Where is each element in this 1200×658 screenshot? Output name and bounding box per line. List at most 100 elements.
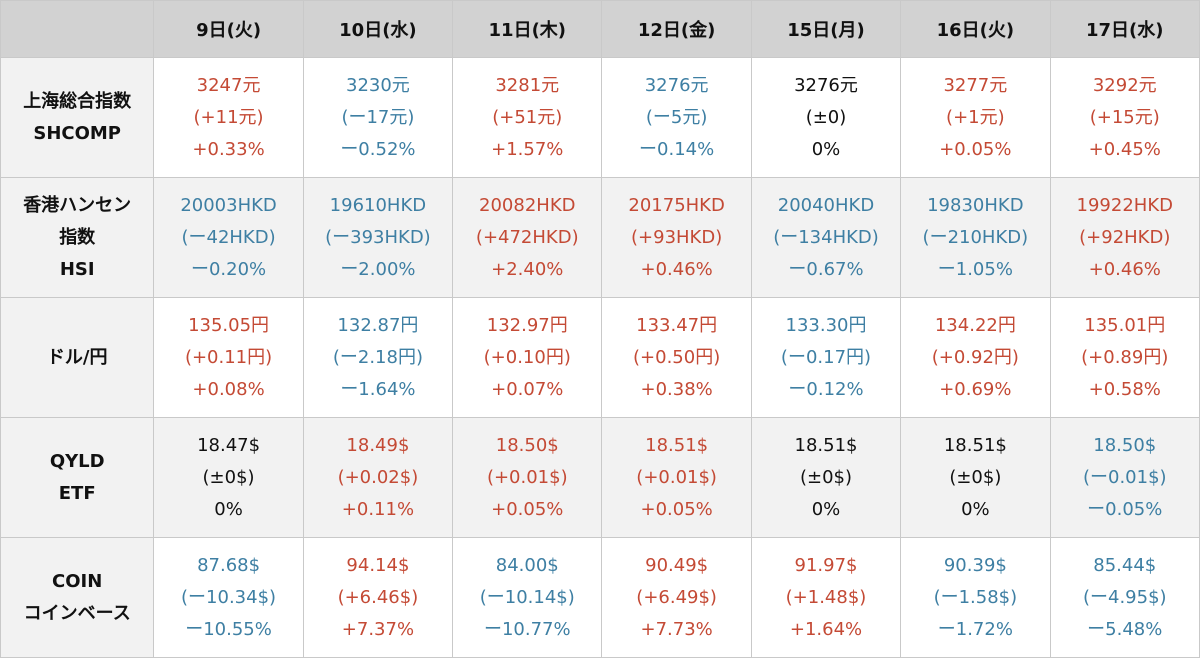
change-value: (+51元) (492, 106, 563, 128)
change-value: (ー0.01$) (1082, 466, 1167, 488)
price-value: 20040HKD (777, 194, 875, 216)
change-value: (ー210HKD) (922, 226, 1029, 248)
price-value: 3247元 (196, 74, 261, 96)
change-value: (ー4.95$) (1082, 586, 1167, 608)
value-cell: 18.51$ (±0$) 0% (900, 417, 1051, 538)
value-cell: 18.50$ (+0.01$) +0.05% (452, 417, 603, 538)
row-label: 香港ハンセン 指数 HSI (0, 177, 155, 298)
price-value: 94.14$ (346, 554, 410, 576)
change-value: (+15元) (1089, 106, 1160, 128)
row-label: ドル/円 (0, 297, 155, 418)
row-label-line: ETF (58, 482, 96, 504)
price-value: 3292元 (1092, 74, 1157, 96)
value-cell: 90.39$ (ー1.58$) ー1.72% (900, 537, 1051, 658)
percent-value: +0.45% (1088, 138, 1161, 160)
price-value: 19922HKD (1076, 194, 1173, 216)
percent-value: ー1.72% (937, 618, 1013, 640)
percent-value: ー1.05% (937, 258, 1013, 280)
day-header: 16日(火) (900, 0, 1051, 58)
price-value: 133.30円 (785, 314, 867, 336)
value-cell: 18.51$ (+0.01$) +0.05% (601, 417, 752, 538)
value-cell: 134.22円 (+0.92円) +0.69% (900, 297, 1051, 418)
value-cell: 3277元 (+1元) +0.05% (900, 57, 1051, 178)
value-cell: 90.49$ (+6.49$) +7.73% (601, 537, 752, 658)
percent-value: +0.05% (640, 498, 713, 520)
value-cell: 133.30円 (ー0.17円) ー0.12% (750, 297, 902, 418)
value-cell: 91.97$ (+1.48$) +1.64% (750, 537, 902, 658)
change-value: (+0.11円) (184, 346, 273, 368)
change-value: (ー134HKD) (773, 226, 879, 248)
value-cell: 18.49$ (+0.02$) +0.11% (302, 417, 454, 538)
percent-value: +7.73% (640, 618, 713, 640)
percent-value: 0% (811, 498, 841, 520)
value-cell: 94.14$ (+6.46$) +7.37% (302, 537, 454, 658)
price-value: 135.01円 (1084, 314, 1166, 336)
change-value: (+11元) (193, 106, 264, 128)
change-value: (ー5元) (645, 106, 708, 128)
percent-value: ー0.52% (340, 138, 416, 160)
row-label: 上海総合指数 SHCOMP (0, 57, 155, 178)
value-cell: 20003HKD (ー42HKD) ー0.20% (153, 177, 304, 298)
change-value: (±0$) (202, 466, 255, 488)
change-value: (ー42HKD) (181, 226, 276, 248)
change-value: (ー0.17円) (780, 346, 872, 368)
day-header: 9日(火) (153, 0, 304, 58)
price-value: 20003HKD (180, 194, 277, 216)
change-value: (ー10.14$) (479, 586, 575, 608)
value-cell: 133.47円 (+0.50円) +0.38% (601, 297, 752, 418)
table-row: QYLD ETF 18.47$ (±0$) 0% 18.49$ (+0.02$) +0.11%… (0, 417, 1200, 538)
price-value: 134.22円 (934, 314, 1016, 336)
value-cell: 3292元 (+15元) +0.45% (1049, 57, 1200, 178)
percent-value: +7.37% (341, 618, 415, 640)
percent-value: ー10.77% (483, 618, 571, 640)
price-value: 3276元 (644, 74, 709, 96)
price-value: 87.68$ (197, 554, 261, 576)
percent-value: ー1.64% (340, 378, 416, 400)
price-value: 19610HKD (329, 194, 427, 216)
corner-cell (0, 0, 155, 58)
percent-value: +0.05% (491, 498, 564, 520)
price-value: 20175HKD (628, 194, 725, 216)
price-value: 3277元 (943, 74, 1008, 96)
percent-value: +1.57% (491, 138, 564, 160)
value-cell: 84.00$ (ー10.14$) ー10.77% (452, 537, 603, 658)
row-label: COIN コインベース (0, 537, 155, 658)
value-cell: 19830HKD (ー210HKD) ー1.05% (900, 177, 1051, 298)
value-cell: 20175HKD (+93HKD) +0.46% (601, 177, 752, 298)
change-value: (±0) (805, 106, 847, 128)
row-label-line: 指数 (59, 226, 96, 248)
table-row: 上海総合指数 SHCOMP 3247元 (+11元) +0.33% 3230元 (ー17元)… (0, 57, 1200, 178)
percent-value: ー0.05% (1087, 498, 1163, 520)
percent-value: +0.05% (939, 138, 1012, 160)
row-label-line: ドル/円 (46, 346, 108, 368)
price-value: 18.49$ (346, 434, 410, 456)
change-value: (+0.89円) (1081, 346, 1169, 368)
price-value: 20082HKD (479, 194, 576, 216)
price-value: 85.44$ (1093, 554, 1157, 576)
value-cell: 135.05円 (+0.11円) +0.08% (153, 297, 304, 418)
price-value: 132.87円 (337, 314, 419, 336)
value-cell: 3281元 (+51元) +1.57% (452, 57, 603, 178)
percent-value: +0.11% (341, 498, 415, 520)
value-cell: 3276元 (±0) 0% (750, 57, 902, 178)
row-label-line: QYLD (49, 450, 105, 472)
header-row: 9日(火) 10日(水) 11日(木) 12日(金) 15日(月) 16日(火)… (0, 0, 1200, 58)
day-header: 12日(金) (601, 0, 752, 58)
table-row: 香港ハンセン 指数 HSI 20003HKD (ー42HKD) ー0.20% 19610HK… (0, 177, 1200, 298)
value-cell: 3276元 (ー5元) ー0.14% (601, 57, 752, 178)
day-header: 15日(月) (750, 0, 902, 58)
day-header: 10日(水) (302, 0, 454, 58)
price-value: 19830HKD (927, 194, 1024, 216)
value-cell: 20082HKD (+472HKD) +2.40% (452, 177, 603, 298)
change-value: (+93HKD) (631, 226, 723, 248)
price-value: 91.97$ (794, 554, 858, 576)
price-value: 90.49$ (645, 554, 709, 576)
row-label-line: コインベース (23, 602, 131, 624)
price-value: 84.00$ (495, 554, 559, 576)
change-value: (ー393HKD) (325, 226, 431, 248)
change-value: (±0$) (949, 466, 1002, 488)
percent-value: +0.38% (640, 378, 713, 400)
change-value: (±0$) (799, 466, 852, 488)
percent-value: ー5.48% (1087, 618, 1163, 640)
